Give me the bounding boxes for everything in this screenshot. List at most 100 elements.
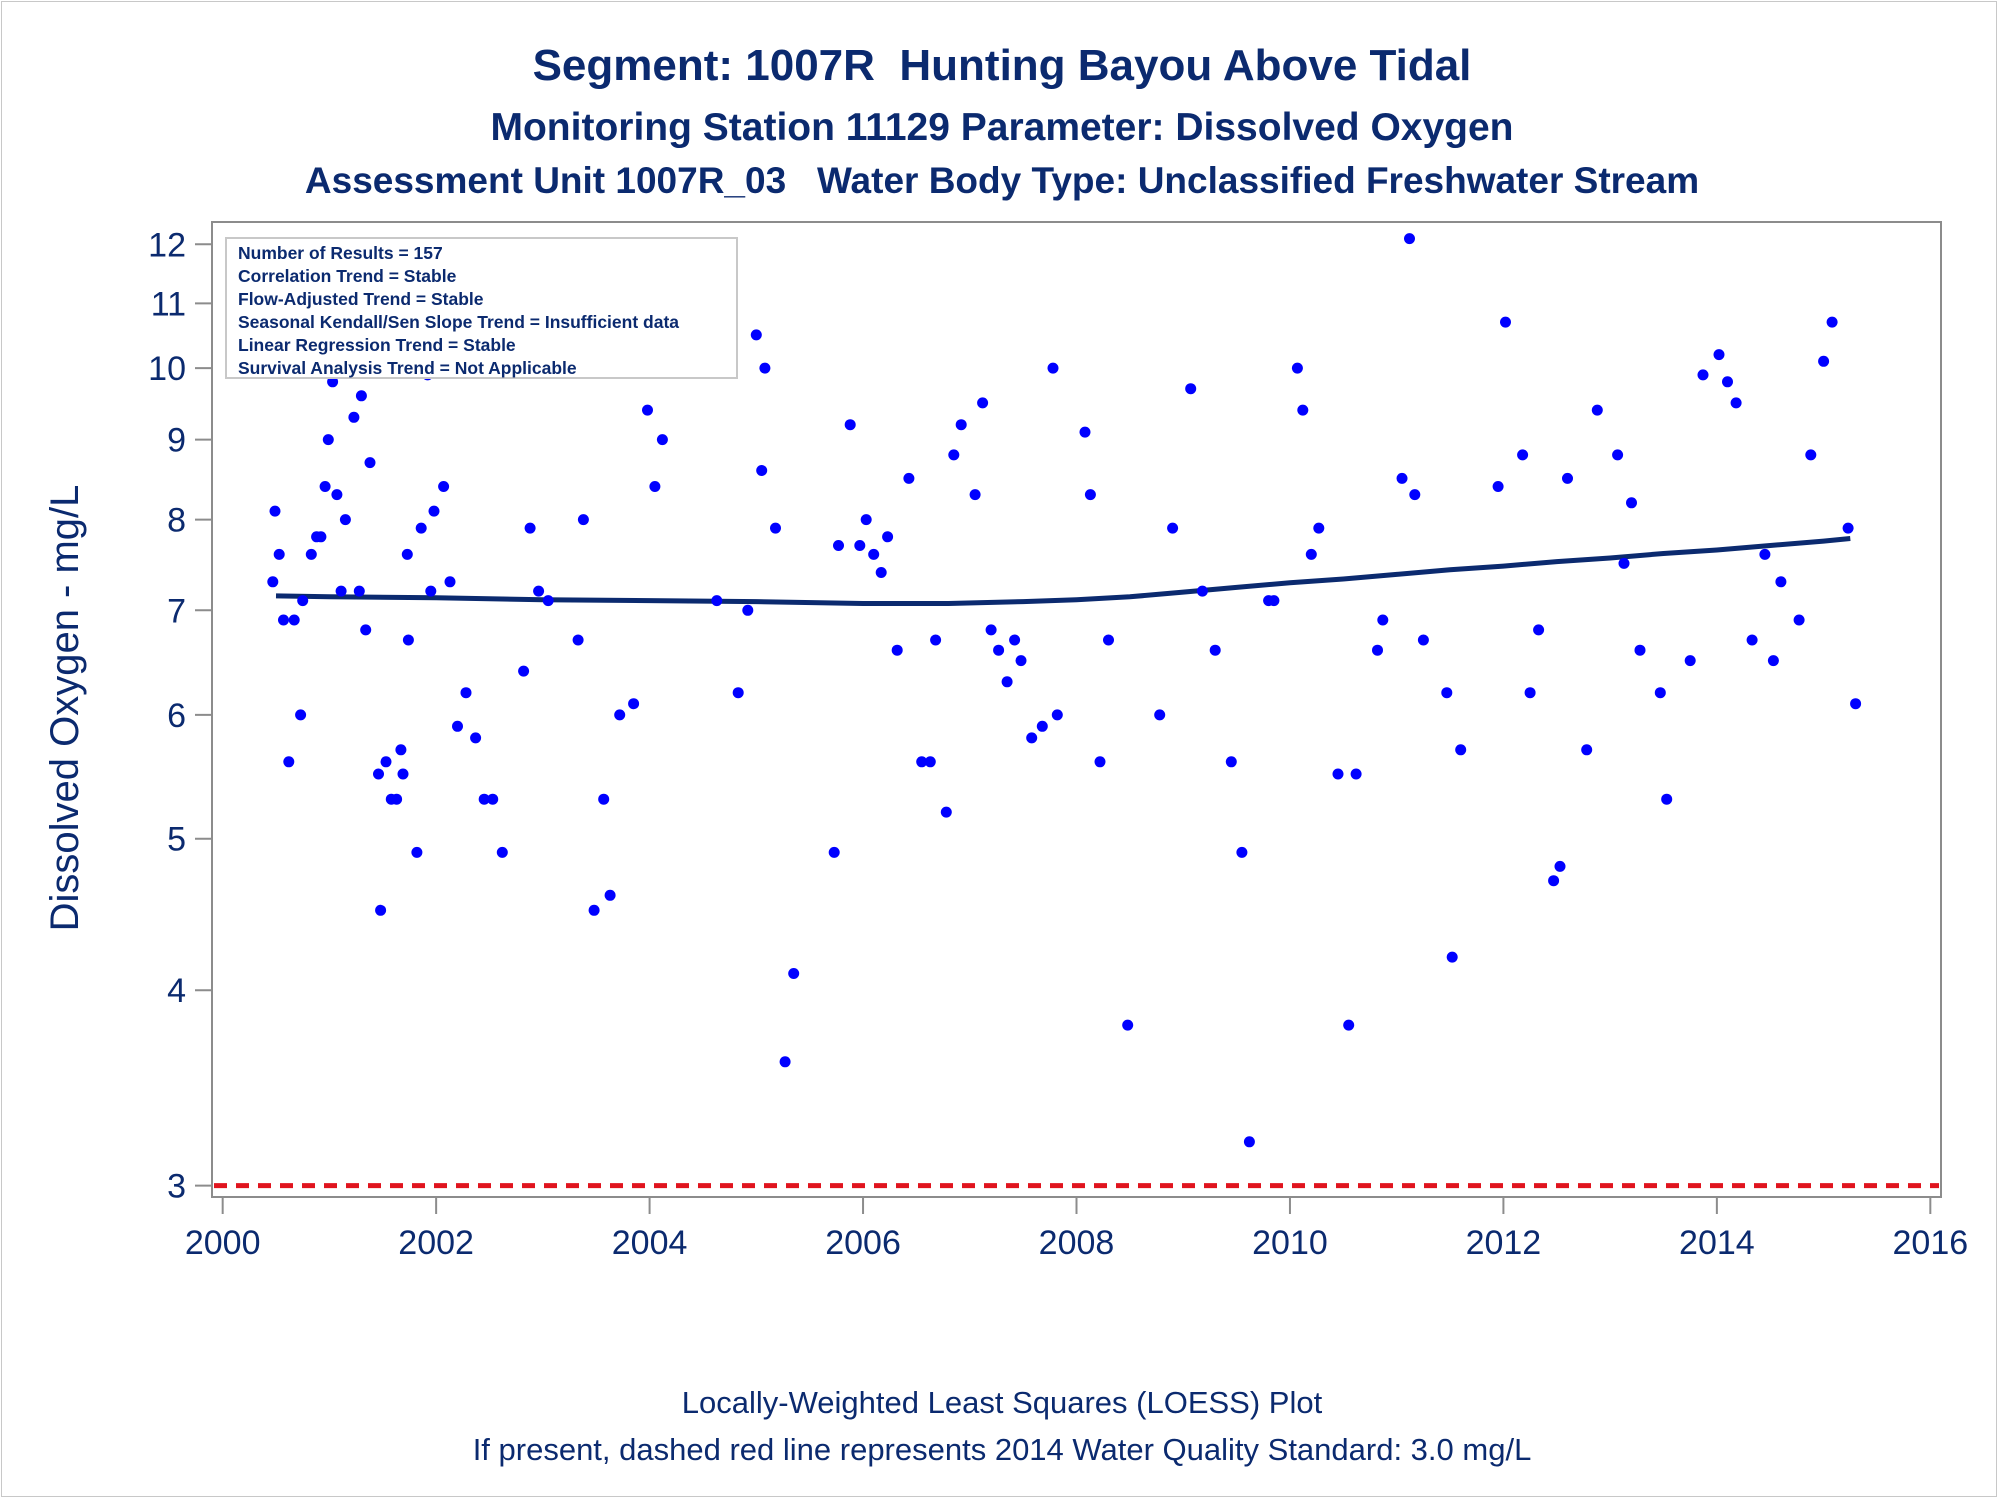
data-point	[428, 505, 440, 517]
data-point	[985, 624, 997, 636]
data-point	[779, 1056, 791, 1068]
data-point	[273, 548, 285, 560]
data-point	[1036, 720, 1048, 732]
data-point	[1103, 634, 1114, 646]
data-point	[1626, 497, 1637, 509]
x-tick-label: 2010	[1252, 1224, 1328, 1262]
data-point	[1372, 644, 1383, 656]
data-point	[518, 665, 530, 677]
data-point	[1793, 614, 1805, 626]
data-point	[1094, 756, 1106, 768]
data-point	[1618, 557, 1630, 569]
data-point	[1684, 655, 1696, 667]
data-point	[742, 604, 754, 616]
data-point	[1084, 489, 1096, 501]
data-point	[628, 698, 640, 710]
data-point	[460, 687, 472, 699]
data-point	[1446, 951, 1458, 963]
data-point	[1409, 489, 1421, 501]
y-axis: 3 4 5 6 7 8 9 10 11 12	[148, 226, 212, 1206]
stats-box: Number of Results = 157 Correlation Tren…	[225, 237, 738, 379]
data-point	[327, 376, 339, 388]
data-point	[1713, 349, 1725, 361]
data-point	[267, 576, 279, 588]
data-point	[269, 505, 281, 517]
data-point	[1167, 522, 1179, 534]
data-point	[331, 489, 343, 501]
y-tick-label: 7	[167, 592, 186, 630]
data-point	[1517, 449, 1529, 461]
data-point	[1009, 634, 1021, 646]
data-point	[1805, 449, 1817, 461]
stat-flow-adjusted-trend: Flow-Adjusted Trend = Stable	[238, 289, 484, 309]
data-point	[348, 411, 360, 423]
stat-correlation-trend: Correlation Trend = Stable	[238, 266, 457, 286]
data-point	[1225, 756, 1237, 768]
data-point	[604, 889, 616, 901]
data-point	[452, 720, 463, 732]
data-point	[1524, 687, 1536, 699]
x-tick-label: 2016	[1893, 1224, 1969, 1262]
data-point	[496, 846, 508, 858]
y-tick-label: 3	[167, 1168, 186, 1206]
data-point	[1581, 744, 1593, 756]
data-point	[828, 846, 840, 858]
data-point	[833, 540, 844, 551]
data-point	[1297, 404, 1309, 416]
x-tick-label: 2008	[1039, 1224, 1115, 1262]
stats-box-border	[225, 237, 738, 379]
data-point	[1026, 732, 1038, 744]
data-point	[322, 434, 334, 446]
footnote-standard: If present, dashed red line represents 2…	[473, 1432, 1532, 1467]
x-tick-label: 2000	[185, 1224, 261, 1262]
data-point	[1015, 655, 1027, 667]
data-point	[533, 585, 545, 597]
data-point	[364, 457, 376, 469]
y-tick-label: 10	[148, 350, 186, 388]
chart-subtitle: Monitoring Station 11129 Parameter: Diss…	[491, 106, 1514, 149]
x-tick-label: 2006	[825, 1224, 901, 1262]
data-point	[339, 514, 351, 526]
data-point	[355, 390, 367, 402]
data-point	[487, 793, 499, 805]
data-point	[1185, 383, 1197, 395]
data-point	[444, 576, 456, 588]
data-point	[402, 634, 414, 646]
data-point	[1268, 595, 1280, 607]
data-point	[1548, 875, 1560, 887]
data-point	[478, 793, 490, 805]
data-point	[642, 404, 653, 416]
data-point	[438, 481, 450, 492]
data-point	[1818, 355, 1830, 367]
data-point	[891, 644, 903, 656]
data-point	[588, 904, 600, 916]
data-point	[1842, 522, 1854, 534]
data-point	[993, 644, 1005, 656]
data-point	[875, 567, 887, 578]
data-point	[1243, 1136, 1255, 1148]
data-point	[415, 522, 427, 534]
data-point	[948, 449, 960, 461]
data-point	[1533, 624, 1545, 636]
data-point	[903, 472, 915, 484]
data-point	[1500, 316, 1511, 328]
loess-trend-line	[275, 536, 1851, 606]
data-point	[1661, 793, 1673, 805]
data-point	[1612, 449, 1624, 461]
data-point	[1591, 404, 1603, 416]
y-tick-label: 12	[148, 226, 186, 264]
data-point	[940, 806, 952, 818]
data-point	[1441, 687, 1453, 699]
data-point	[1654, 687, 1666, 699]
data-point	[353, 585, 365, 597]
data-point	[401, 548, 413, 560]
data-point	[1722, 376, 1733, 388]
chart-title: Segment: 1007R Hunting Bayou Above Tidal	[533, 41, 1472, 90]
y-tick-label: 9	[167, 422, 186, 460]
data-point	[1332, 768, 1344, 780]
stat-linear-regression-trend: Linear Regression Trend = Stable	[238, 335, 516, 355]
data-point	[380, 756, 392, 768]
y-tick-label: 8	[167, 502, 186, 540]
data-point	[425, 585, 437, 597]
